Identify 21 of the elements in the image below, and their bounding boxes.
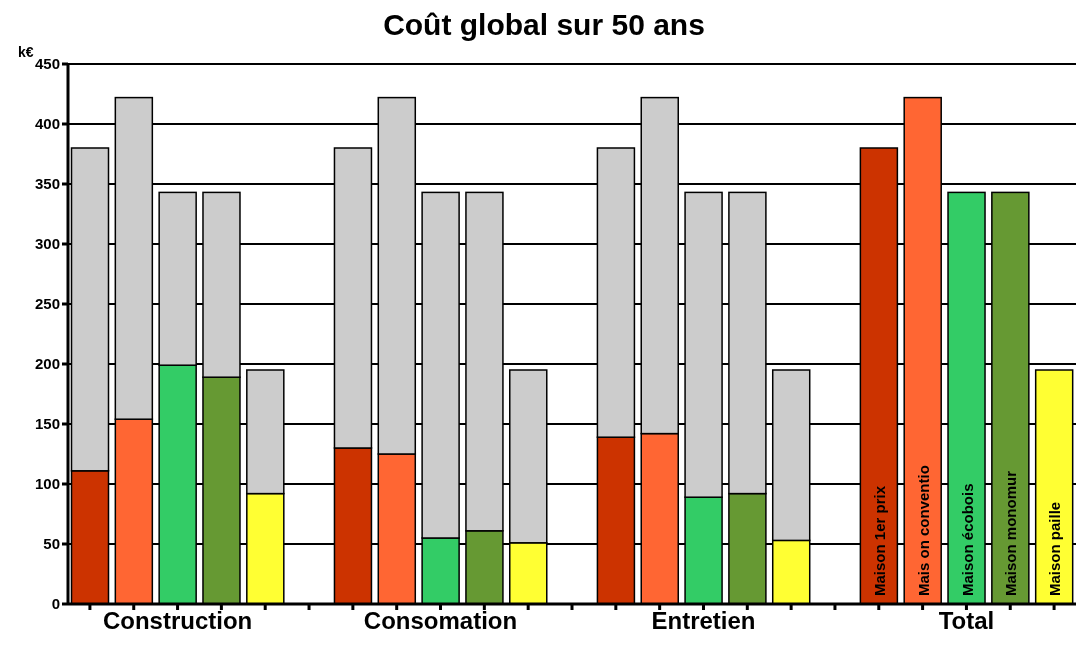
- y-tick-label: 200: [34, 355, 60, 373]
- x-tick-label: Construction: [102, 607, 253, 635]
- chart-title: Coût global sur 50 ans: [382, 8, 706, 43]
- y-tick-label: 450: [34, 55, 60, 73]
- y-tick-label: 400: [34, 115, 60, 133]
- y-tick-label: 50: [43, 535, 60, 553]
- y-tick-label: 350: [34, 175, 60, 193]
- x-tick-label: Entretien: [651, 607, 756, 635]
- series-label: Maison 1er prix: [870, 485, 888, 596]
- x-tick-label: Consomation: [363, 607, 518, 635]
- y-tick-label: 0: [51, 595, 60, 613]
- series-label: Maison monomur: [1002, 470, 1020, 596]
- y-tick-label: 250: [34, 295, 60, 313]
- series-label: Maison écobois: [958, 483, 976, 596]
- y-tick-label: 300: [34, 235, 60, 253]
- y-tick-label: 100: [34, 475, 60, 493]
- series-label: Mais on conventio: [914, 465, 932, 596]
- y-axis-title: k€: [18, 44, 34, 60]
- series-label: Maison paille: [1046, 501, 1064, 596]
- y-tick-label: 150: [34, 415, 60, 433]
- x-tick-label: Total: [938, 607, 995, 635]
